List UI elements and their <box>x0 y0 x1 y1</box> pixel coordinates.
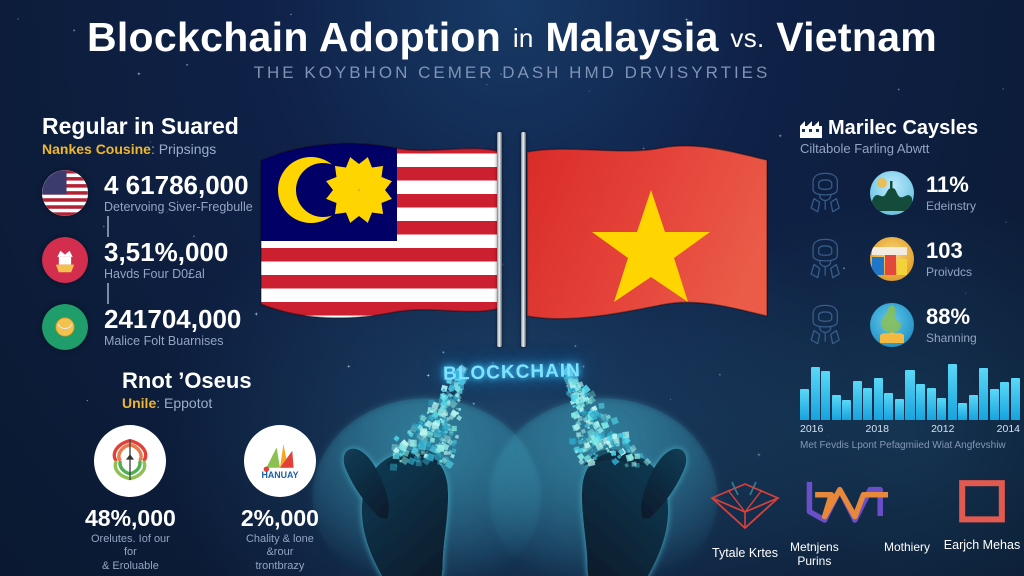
svg-text:HANUAY: HANUAY <box>261 470 298 480</box>
